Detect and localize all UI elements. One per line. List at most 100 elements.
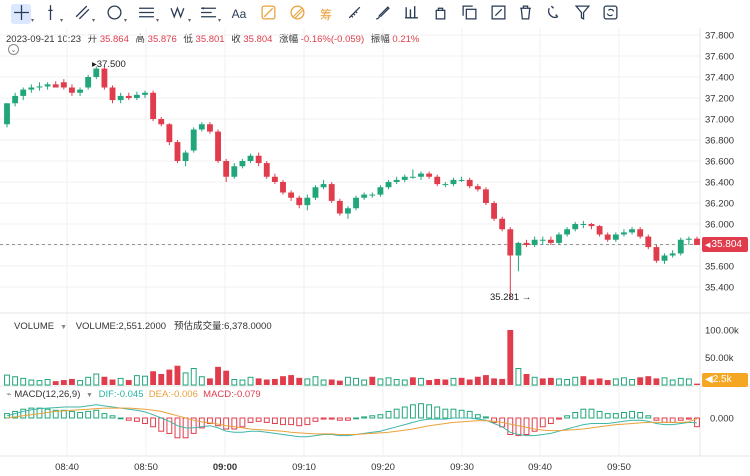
macd-link-icon[interactable]: ⌁ <box>6 389 12 400</box>
circle-tool[interactable]: ▾ <box>104 4 127 24</box>
open-label: 开 <box>87 34 98 45</box>
volume-dropdown-icon[interactable]: ▼ <box>60 324 68 331</box>
macd-histogram-bar <box>661 417 668 423</box>
candle-body <box>60 82 67 88</box>
macd-histogram-bar <box>150 417 157 428</box>
candle-body <box>653 247 660 261</box>
volume-bar <box>442 379 449 385</box>
volume-bar <box>207 378 213 385</box>
parallel-channel-tool[interactable]: ▾ <box>72 4 95 24</box>
volume-bar <box>677 377 684 386</box>
volume-bar <box>312 376 319 386</box>
compare-tool[interactable] <box>401 4 421 24</box>
volume-bar <box>28 379 35 386</box>
macd-histogram-bar <box>271 417 278 424</box>
macd-histogram-bar <box>564 415 571 419</box>
macd-title[interactable]: MACD(12,26,9) <box>14 389 81 400</box>
tool-options-caret-icon[interactable]: ▾ <box>59 18 63 24</box>
tool-options-caret-icon[interactable]: ▾ <box>91 18 95 24</box>
vertical-line-tool[interactable]: ▾ <box>40 4 63 24</box>
fib-retracement-tool[interactable]: ▾ <box>136 4 159 24</box>
macd-histogram-bar <box>20 408 27 419</box>
volume-bar <box>450 377 457 386</box>
tool-options-caret-icon[interactable]: ▾ <box>155 18 159 24</box>
price-tick-label: 36.000 <box>705 220 734 231</box>
volume-bar <box>336 380 343 385</box>
filter-tool[interactable] <box>572 4 592 24</box>
edit-icon <box>490 4 507 24</box>
candle-body <box>255 155 262 164</box>
macd-histogram-bar <box>442 408 449 419</box>
candle-body <box>547 239 554 243</box>
candle-body <box>263 163 270 177</box>
volume-bar <box>409 377 416 385</box>
macd-histogram-bar <box>101 413 108 419</box>
candle-body <box>190 129 197 151</box>
volume-bar <box>685 378 692 386</box>
time-tick-label: 08:40 <box>55 462 79 473</box>
candle-body <box>442 184 449 186</box>
macd-histogram-bar <box>247 417 254 423</box>
copy-tool[interactable] <box>459 4 479 24</box>
volume-tick-label: 50.00k <box>705 353 734 364</box>
measure-tool[interactable] <box>344 4 364 24</box>
amplitude-label: 振幅 <box>370 34 390 45</box>
volume-bar <box>239 379 246 386</box>
volume-bar <box>109 379 116 385</box>
price-tick-label: 37.400 <box>705 73 734 84</box>
tool-options-caret-icon[interactable]: ▾ <box>123 18 127 24</box>
collapse-chevron-icon[interactable]: ⌄ <box>8 44 19 55</box>
date-range-tool[interactable] <box>287 4 307 24</box>
delete-tool[interactable] <box>515 4 535 24</box>
macd-histogram-bar <box>288 417 295 426</box>
candle-body <box>215 131 221 161</box>
candle-body <box>531 239 538 245</box>
edit-tool[interactable] <box>488 4 508 24</box>
macd-dropdown-icon[interactable]: ▼ <box>86 392 93 399</box>
tool-options-caret-icon[interactable]: ▾ <box>187 18 191 24</box>
volume-bar <box>653 378 660 385</box>
volume-bar <box>69 378 75 385</box>
volume-bar <box>661 377 668 386</box>
candle-body <box>101 68 108 88</box>
macd-histogram-bar <box>637 412 644 419</box>
candle-body <box>198 124 205 130</box>
low-price-annotation: 35.281 → <box>490 292 532 303</box>
volume-bar <box>418 377 424 386</box>
macd-histogram-bar <box>320 417 327 420</box>
macd-histogram-bar <box>377 414 384 419</box>
macd-histogram-bar <box>158 417 165 432</box>
macd-histogram-bar <box>133 417 140 422</box>
magnet-tool[interactable] <box>543 4 563 24</box>
candle-body <box>36 86 43 88</box>
crosshair-tool[interactable]: ▾ <box>11 4 34 24</box>
price-range-tool[interactable] <box>258 4 278 24</box>
chip-tool[interactable]: 筹 <box>316 4 336 24</box>
ruler-lines-tool[interactable]: ▾ <box>198 4 221 24</box>
current-price-tag: ◀35.804 <box>702 237 748 252</box>
macd-histogram-bar <box>523 417 530 435</box>
tool-options-caret-icon[interactable]: ▾ <box>30 18 34 24</box>
lock-tool[interactable] <box>430 4 450 24</box>
time-tick-label: 09:40 <box>528 462 552 473</box>
candle-body <box>288 192 295 198</box>
candle-body <box>231 166 238 177</box>
wave-tool[interactable]: ▾ <box>168 4 191 24</box>
volume-title[interactable]: VOLUME <box>14 321 55 332</box>
time-tick-label: 08:50 <box>134 462 158 473</box>
candle-body <box>474 186 481 190</box>
tool-options-caret-icon[interactable]: ▾ <box>217 18 221 24</box>
macd-histogram-bar <box>296 417 303 427</box>
brush-tool[interactable] <box>372 4 392 24</box>
brush-icon <box>374 4 391 24</box>
macd-histogram-bar <box>629 410 635 419</box>
magnet-icon <box>545 4 562 24</box>
text-tool[interactable]: Aa <box>229 4 249 24</box>
candle-body <box>77 89 83 93</box>
sync-tool[interactable] <box>600 4 620 24</box>
macd-histogram-bar <box>85 410 92 419</box>
candle-body <box>393 179 400 182</box>
candle-body <box>296 197 303 206</box>
candle-body <box>142 92 148 95</box>
